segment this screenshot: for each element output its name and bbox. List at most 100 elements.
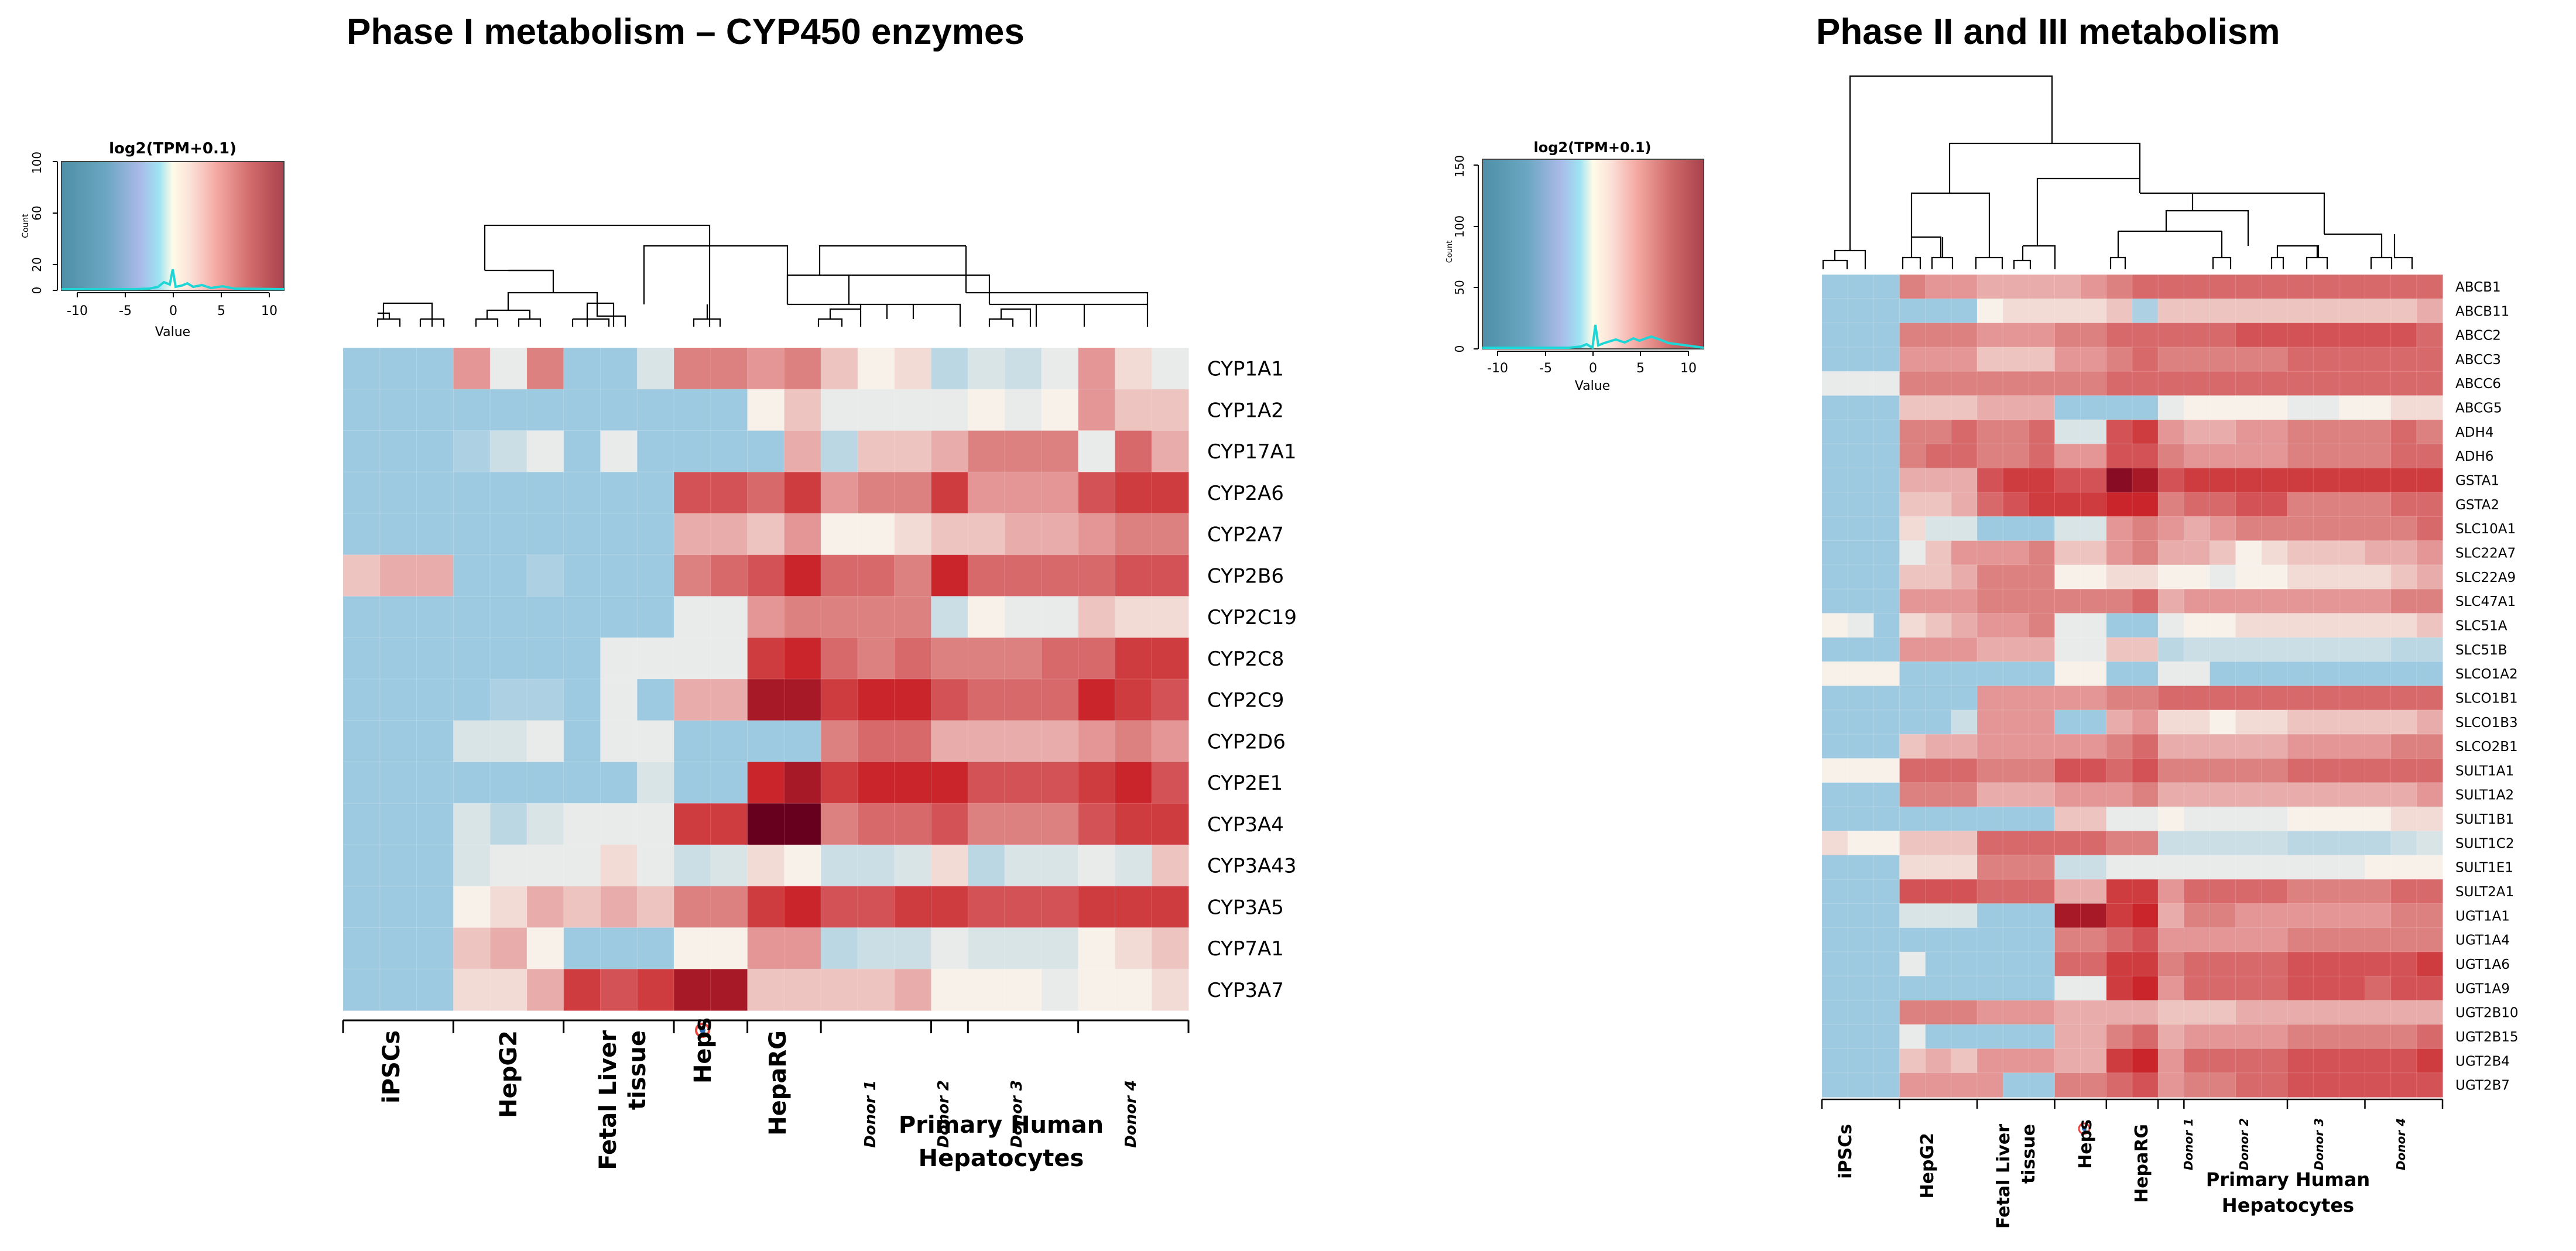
- heatmap-cell: [2028, 806, 2056, 832]
- heatmap-cell: [636, 347, 675, 390]
- heatmap-cell: [2365, 951, 2392, 977]
- heatmap-cell: [1976, 903, 2004, 928]
- gene-label: CYP2C19: [1207, 606, 1297, 629]
- heatmap-cell: [2365, 347, 2392, 372]
- heatmap-cell: [2416, 734, 2444, 759]
- heatmap-cell: [2416, 323, 2444, 348]
- heatmap-cell: [2338, 516, 2366, 541]
- heatmap-cell: [931, 886, 969, 928]
- heatmap-cell: [2235, 323, 2262, 348]
- heatmap-cell: [1925, 975, 1952, 1001]
- heatmap-cells: [1821, 274, 2444, 1098]
- heatmap-cell: [2287, 564, 2314, 590]
- heatmap-cell: [1951, 468, 1978, 493]
- key-xtick: 0: [169, 304, 177, 318]
- heatmap-cell: [2132, 323, 2159, 348]
- heatmap-cell: [1899, 734, 1926, 759]
- heatmap-cell: [2002, 782, 2030, 808]
- heatmap-cell: [857, 762, 895, 804]
- heatmap-cell: [2261, 516, 2289, 541]
- heatmap-cell: [2235, 419, 2262, 445]
- heatmap-cell: [489, 637, 528, 680]
- heatmap-cell: [857, 720, 895, 763]
- panel-title: Phase I metabolism – CYP450 enzymes: [347, 12, 1025, 52]
- heatmap-cell: [1976, 758, 2004, 783]
- heatmap-cell: [820, 803, 859, 846]
- heatmap-cell: [2106, 274, 2133, 300]
- heatmap-cell: [673, 927, 711, 970]
- heatmap-cell: [2416, 1072, 2444, 1098]
- heatmap-cell: [1078, 927, 1116, 970]
- gene-label: ABCB1: [2455, 280, 2501, 295]
- heatmap-cell: [600, 803, 638, 846]
- heatmap-cell: [1847, 540, 1875, 565]
- heatmap-cell: [1925, 637, 1952, 663]
- heatmap-cell: [379, 968, 417, 1012]
- heatmap-cell: [1821, 758, 1849, 783]
- heatmap-cell: [2235, 686, 2262, 711]
- heatmap-cell: [2002, 710, 2030, 735]
- heatmap-cell: [747, 513, 785, 556]
- color-key-yaxis: [53, 161, 58, 291]
- group-label-ioheps: Heps: [2075, 1119, 2096, 1169]
- gene-label: CYP2B6: [1207, 564, 1284, 588]
- heatmap-cell: [2080, 710, 2107, 735]
- heatmap-cell: [1821, 975, 1849, 1001]
- heatmap-cell: [379, 927, 417, 970]
- heatmap-cell: [2338, 1024, 2366, 1050]
- heatmap-cell: [747, 844, 785, 887]
- heatmap-cell: [342, 844, 381, 887]
- heatmap-cell: [1873, 782, 1900, 808]
- heatmap-cell: [636, 968, 675, 1012]
- heatmap-cell: [2106, 492, 2133, 517]
- ioheps-logo: [2078, 1122, 2091, 1135]
- heatmap-cell: [1925, 661, 1952, 687]
- color-key: log2(TPM+0.1) 100 60 20 0 Count -10 -5 0…: [21, 140, 285, 340]
- heatmap-cell: [820, 389, 859, 431]
- heatmap-cell: [489, 596, 528, 639]
- gene-label: SLC22A7: [2455, 546, 2516, 561]
- heatmap-cell: [489, 762, 528, 804]
- key-ytick-20: 20: [30, 257, 44, 272]
- heatmap-cell: [2157, 516, 2185, 541]
- key-xtick: -10: [67, 304, 88, 318]
- heatmap-cell: [2054, 1000, 2081, 1026]
- heatmap-cell: [2365, 903, 2392, 928]
- donor-label: Donor 2: [2237, 1118, 2251, 1170]
- heatmap-cell: [2390, 975, 2417, 1001]
- heatmap-cell: [2028, 323, 2056, 348]
- group-label-ipscs: iPSCs: [1835, 1124, 1856, 1179]
- heatmap-cell: [2261, 951, 2289, 977]
- heatmap-cell: [1041, 886, 1079, 928]
- heatmap-cell: [416, 389, 454, 431]
- heatmap-cell: [2416, 1048, 2444, 1074]
- heatmap-cell: [2390, 637, 2417, 663]
- heatmap-cell: [2183, 1000, 2211, 1026]
- heatmap-cell: [1114, 637, 1153, 680]
- heatmap-cell: [1847, 298, 1875, 324]
- heatmap-cell: [783, 471, 822, 515]
- heatmap-cell: [2183, 443, 2211, 469]
- donor-label: Donor 3: [1008, 1080, 1026, 1148]
- heatmap-cell: [636, 430, 675, 473]
- heatmap-cell: [563, 596, 601, 639]
- heatmap-cell: [1951, 806, 1978, 832]
- key-xtick: -5: [1539, 361, 1552, 376]
- heatmap-cell: [2287, 395, 2314, 421]
- heatmap-cell: [2106, 686, 2133, 711]
- heatmap-cell: [967, 554, 1006, 597]
- heatmap-cell: [2183, 879, 2211, 904]
- heatmap-cell: [894, 389, 932, 431]
- heatmap-cell: [489, 927, 528, 970]
- heatmap-cell: [783, 803, 822, 846]
- heatmap-cell: [894, 678, 932, 721]
- gene-label: UGT1A6: [2455, 957, 2510, 972]
- heatmap-cell: [563, 430, 601, 473]
- heatmap-cell: [2183, 1048, 2211, 1074]
- heatmap-cell: [2416, 1000, 2444, 1026]
- heatmap-cell: [2287, 1024, 2314, 1050]
- heatmap-cell: [1951, 637, 1978, 663]
- key-ytick-150: 150: [1453, 155, 1467, 177]
- heatmap-cell: [673, 471, 711, 515]
- heatmap-cell: [1151, 596, 1190, 639]
